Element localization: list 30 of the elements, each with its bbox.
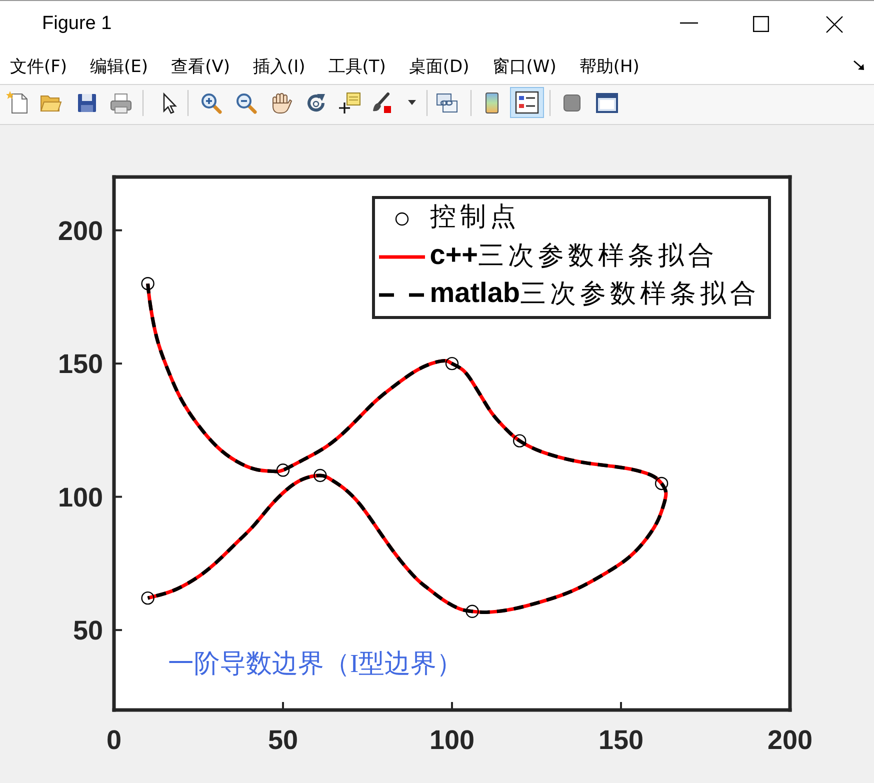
- x-tick-label: 50: [268, 725, 298, 756]
- x-tick-label: 150: [598, 725, 644, 756]
- point: [141, 591, 154, 605]
- text: 文件(F): [10, 56, 68, 78]
- text: 桌面(D): [408, 56, 470, 78]
- text: 工具(T): [328, 56, 386, 78]
- y-tick-label: 100: [58, 482, 103, 512]
- text: 编辑(E): [90, 56, 148, 78]
- y-tick-label: 50: [72, 616, 103, 646]
- x-tick-label: 100: [429, 725, 475, 756]
- text: 窗口(W): [492, 56, 556, 78]
- point: [513, 434, 526, 448]
- text: 插入(I): [252, 56, 306, 78]
- point: [314, 468, 327, 482]
- text: 查看(V): [171, 56, 230, 78]
- caption: Figure 1: [42, 12, 112, 36]
- point: [141, 277, 154, 290]
- y-tick-label: 200: [58, 216, 103, 246]
- legend-label: c++三次参数样条拟合: [430, 238, 718, 270]
- y-tick-label: 150: [58, 349, 103, 380]
- point: [445, 356, 459, 370]
- legend-label: matlab三次参数样条拟合: [430, 276, 760, 308]
- point: [276, 464, 290, 477]
- x-tick-label: 0: [106, 725, 122, 756]
- x-tick-label: 200: [767, 725, 813, 756]
- text: 帮助(H): [579, 56, 640, 78]
- point: [466, 604, 479, 618]
- point: [654, 476, 668, 490]
- annotation: 一阶导数边界（I型边界）: [168, 649, 463, 679]
- legend-label: 控制点: [430, 202, 520, 231]
